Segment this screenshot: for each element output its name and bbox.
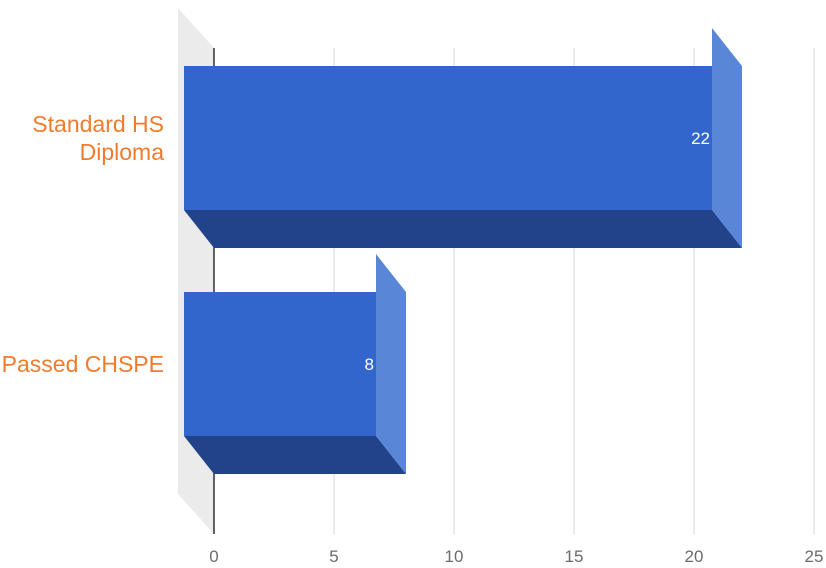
bar-front-face	[184, 292, 376, 436]
category-labels: Standard HS Diploma Passed CHSPE	[2, 111, 165, 377]
bar-side-face	[712, 28, 742, 248]
bar-side-face	[376, 254, 406, 474]
bar-bottom-face	[184, 210, 742, 248]
x-tick-label: 25	[805, 547, 824, 566]
category-label: Standard HS Diploma	[32, 111, 164, 165]
category-label-line: Diploma	[80, 139, 165, 165]
x-tick-label: 5	[329, 547, 338, 566]
x-tick-label: 10	[445, 547, 464, 566]
bar-value-label: 22	[691, 129, 710, 148]
x-axis-ticks: 0 5 10 15 20 25	[209, 547, 823, 566]
bar	[184, 254, 406, 474]
x-tick-label: 15	[565, 547, 584, 566]
bars	[184, 28, 742, 474]
category-label-line: Passed CHSPE	[2, 351, 164, 377]
bar-value-label: 8	[365, 355, 374, 374]
category-label: Passed CHSPE	[2, 351, 164, 377]
bar-front-face	[184, 66, 712, 210]
data-labels: 22 8	[365, 129, 710, 374]
bar	[184, 28, 742, 248]
category-label-line: Standard HS	[32, 111, 164, 137]
x-tick-label: 20	[685, 547, 704, 566]
x-tick-label: 0	[209, 547, 218, 566]
bar-bottom-face	[184, 436, 406, 474]
